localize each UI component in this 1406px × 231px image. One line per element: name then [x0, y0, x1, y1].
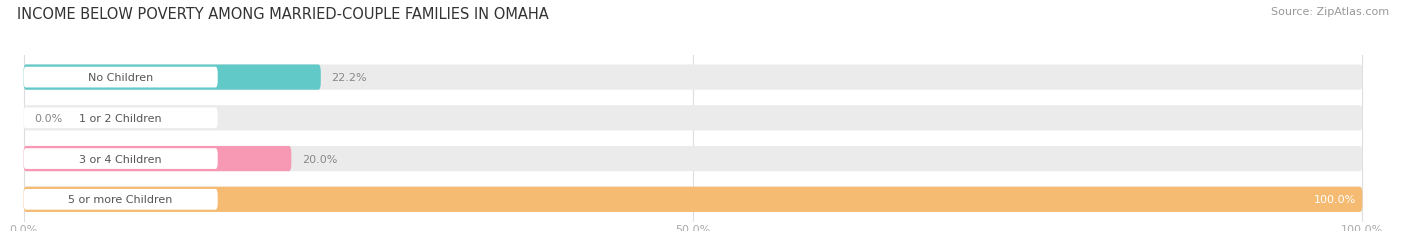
- Text: Source: ZipAtlas.com: Source: ZipAtlas.com: [1271, 7, 1389, 17]
- Text: INCOME BELOW POVERTY AMONG MARRIED-COUPLE FAMILIES IN OMAHA: INCOME BELOW POVERTY AMONG MARRIED-COUPL…: [17, 7, 548, 22]
- Text: 1 or 2 Children: 1 or 2 Children: [79, 113, 162, 123]
- FancyBboxPatch shape: [24, 65, 1362, 90]
- FancyBboxPatch shape: [24, 67, 218, 88]
- FancyBboxPatch shape: [24, 189, 218, 210]
- FancyBboxPatch shape: [24, 187, 1362, 212]
- FancyBboxPatch shape: [24, 65, 321, 90]
- FancyBboxPatch shape: [24, 149, 218, 169]
- Text: 20.0%: 20.0%: [302, 154, 337, 164]
- FancyBboxPatch shape: [24, 106, 1362, 131]
- Text: No Children: No Children: [89, 73, 153, 83]
- Text: 100.0%: 100.0%: [1313, 195, 1355, 204]
- FancyBboxPatch shape: [24, 146, 291, 171]
- Text: 3 or 4 Children: 3 or 4 Children: [79, 154, 162, 164]
- Text: 22.2%: 22.2%: [332, 73, 367, 83]
- FancyBboxPatch shape: [24, 187, 1362, 212]
- Text: 5 or more Children: 5 or more Children: [69, 195, 173, 204]
- FancyBboxPatch shape: [24, 108, 218, 129]
- FancyBboxPatch shape: [24, 146, 1362, 171]
- Text: 0.0%: 0.0%: [34, 113, 62, 123]
